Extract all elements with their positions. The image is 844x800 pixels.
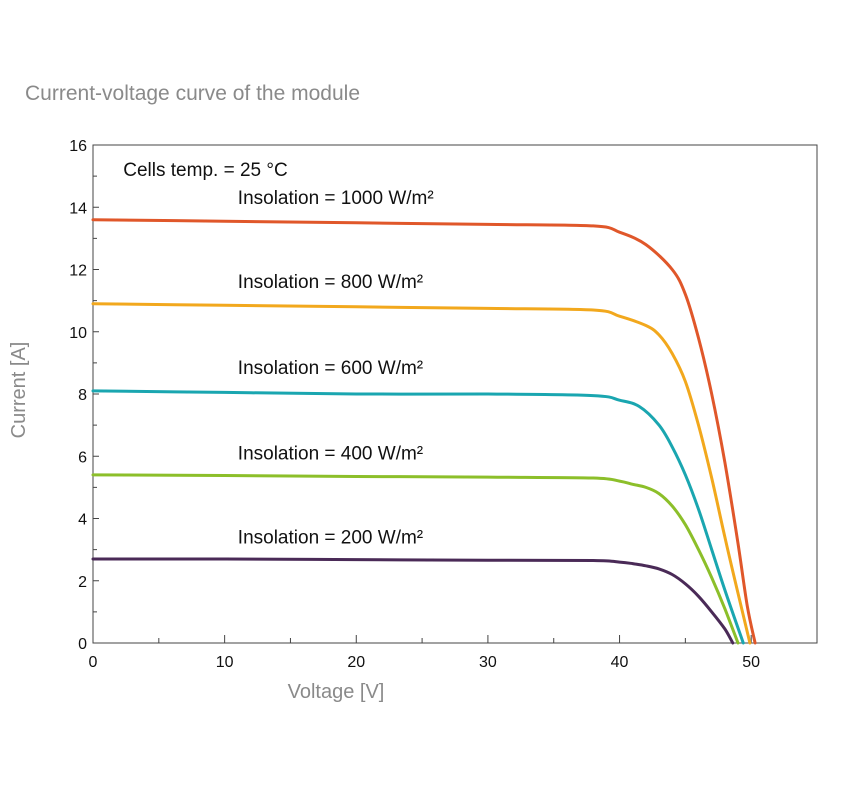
series-label-2: Insolation = 800 W/m² [238, 272, 423, 293]
y-tick-label: 2 [78, 574, 87, 591]
series-line-5 [91, 557, 735, 645]
series-label-3: Insolation = 600 W/m² [238, 358, 423, 379]
y-tick-label: 10 [69, 325, 87, 342]
axis-ticks: 0 2 4 6 8 10 12 14 16 0 10 20 30 40 50 [69, 138, 818, 671]
series-line-3 [91, 389, 745, 645]
series-curves [91, 218, 757, 645]
x-tick-label: 20 [347, 654, 365, 671]
y-tick-label: 8 [78, 387, 87, 404]
x-tick-label: 10 [216, 654, 234, 671]
y-tick-label: 14 [69, 200, 87, 217]
series-line-4 [91, 473, 740, 645]
series-line-2 [91, 302, 752, 645]
y-tick-label: 4 [78, 512, 87, 529]
series-label-5: Insolation = 200 W/m² [238, 527, 423, 548]
y-tick-label: 16 [69, 138, 87, 155]
x-tick-label: 30 [479, 654, 497, 671]
x-axis-label: Voltage [V] [288, 681, 385, 703]
series-label-1: Insolation = 1000 W/m² [238, 188, 434, 209]
y-tick-label: 6 [78, 449, 87, 466]
x-tick-label: 50 [742, 654, 760, 671]
y-tick-label: 12 [69, 263, 87, 280]
x-tick-label: 0 [89, 654, 98, 671]
series-label-4: Insolation = 400 W/m² [238, 443, 423, 464]
y-axis-label: Current [A] [8, 342, 30, 439]
series-line-1 [91, 218, 757, 645]
x-tick-label: 40 [611, 654, 629, 671]
y-tick-label: 0 [78, 636, 87, 653]
chart-title: Current-voltage curve of the module [25, 82, 360, 105]
cell-temperature-annotation: Cells temp. = 25 °C [123, 160, 287, 181]
series-labels: Insolation = 1000 W/m² Insolation = 800 W… [238, 188, 434, 548]
